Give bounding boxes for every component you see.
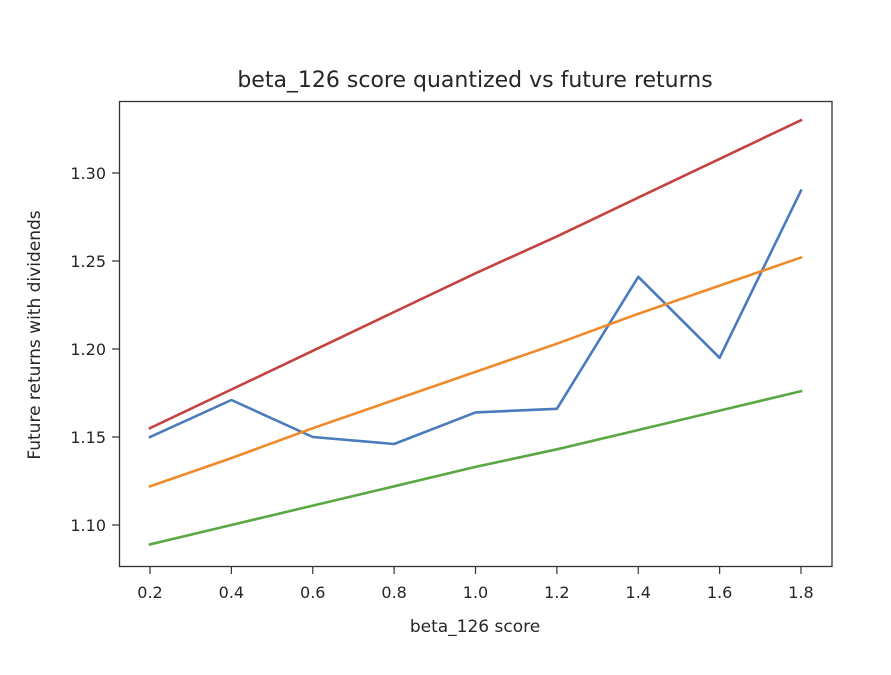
y-tick-label: 1.20	[70, 340, 106, 359]
series-line-1	[148, 255, 803, 488]
x-tick-label: 0.4	[219, 583, 244, 602]
x-tick-label: 0.8	[381, 583, 406, 602]
x-tick-label: 1.4	[626, 583, 651, 602]
plot-series-group	[148, 118, 803, 546]
x-tick-label: 1.2	[544, 583, 569, 602]
series-line-0	[148, 188, 803, 446]
x-tick-label: 0.6	[300, 583, 325, 602]
chart-title: beta_126 score quantized vs future retur…	[237, 68, 712, 93]
y-axis-label: Future returns with dividends	[25, 210, 45, 459]
x-axis-ticks: 0.2 0.4 0.6 0.8 1.0 1.2 1.4 1.6 1.8	[137, 567, 814, 602]
y-tick-label: 1.25	[70, 252, 106, 271]
x-tick-label: 1.6	[707, 583, 732, 602]
y-tick-label: 1.15	[70, 428, 106, 447]
series-line-2	[148, 389, 803, 546]
series-line-3	[148, 118, 803, 430]
y-tick-label: 1.30	[70, 164, 106, 183]
x-tick-label: 0.2	[137, 583, 162, 602]
plot-frame	[118, 100, 833, 568]
x-axis-label: beta_126 score	[410, 617, 540, 637]
y-axis-ticks: 1.10 1.15 1.20 1.25 1.30	[70, 164, 119, 535]
x-tick-label: 1.8	[788, 583, 813, 602]
y-tick-label: 1.10	[70, 516, 106, 535]
x-tick-label: 1.0	[463, 583, 488, 602]
